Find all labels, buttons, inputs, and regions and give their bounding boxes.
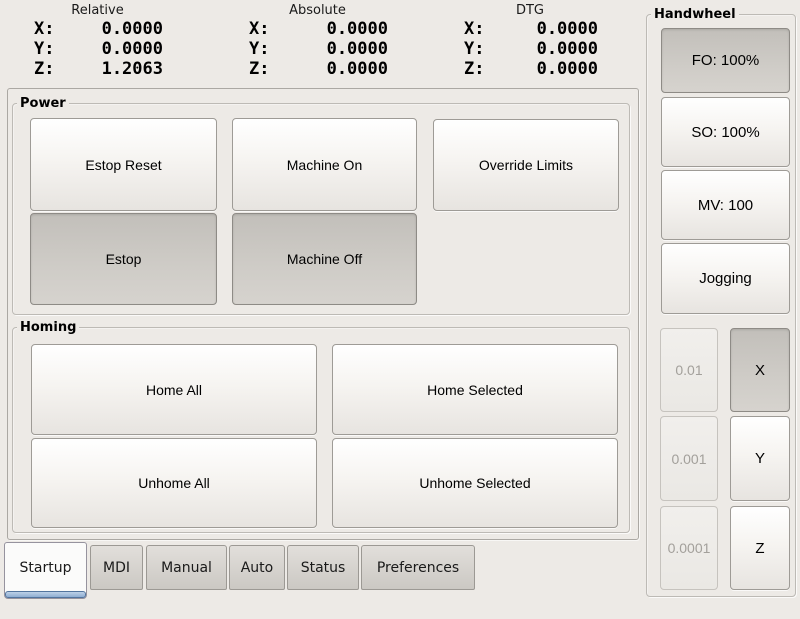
machine-off-button[interactable]: Machine Off	[232, 213, 417, 305]
axis-x-button[interactable]: X	[730, 328, 790, 412]
power-group-label: Power	[17, 95, 69, 112]
tab-startup-label: Startup	[19, 559, 72, 576]
dro-dtg-column: DTG X: 0.0000 Y: 0.0000 Z: 0.0000	[460, 2, 600, 79]
tab-manual[interactable]: Manual	[146, 545, 227, 590]
axis-label: X:	[464, 19, 485, 39]
axis-label: Z:	[34, 59, 55, 79]
axis-value: 0.0000	[536, 39, 598, 59]
axis-value: 0.0000	[101, 19, 163, 39]
axis-label: Z:	[249, 59, 270, 79]
axis-value: 0.0000	[326, 59, 388, 79]
tab-status-label: Status	[300, 559, 346, 576]
unhome-selected-button[interactable]: Unhome Selected	[332, 438, 618, 528]
unhome-all-button[interactable]: Unhome All	[31, 438, 317, 528]
axis-label: Z:	[464, 59, 485, 79]
tab-status[interactable]: Status	[287, 545, 359, 590]
dro-absolute-z-row: Z: 0.0000	[245, 59, 390, 79]
axis-value: 0.0000	[326, 39, 388, 59]
dro-absolute-x-row: X: 0.0000	[245, 19, 390, 39]
feed-override-button[interactable]: FO: 100%	[661, 28, 790, 93]
axis-label: Y:	[34, 39, 55, 59]
axis-value: 0.0000	[536, 19, 598, 39]
tab-mdi-label: MDI	[103, 559, 130, 576]
tab-auto-label: Auto	[240, 559, 274, 576]
homing-group-label: Homing	[17, 319, 80, 336]
dro-relative-y-row: Y: 0.0000	[30, 39, 165, 59]
axis-label: X:	[249, 19, 270, 39]
tab-auto[interactable]: Auto	[229, 545, 285, 590]
handwheel-group-label: Handwheel	[651, 6, 739, 23]
tab-startup[interactable]: Startup	[4, 542, 87, 599]
dro-relative-header: Relative	[71, 3, 124, 18]
increment-0-0001-button[interactable]: 0.0001	[660, 506, 718, 590]
machine-on-button[interactable]: Machine On	[232, 118, 417, 211]
axis-label: Y:	[464, 39, 485, 59]
axis-value: 0.0000	[326, 19, 388, 39]
dro-dtg-header: DTG	[515, 3, 545, 18]
jogging-button[interactable]: Jogging	[661, 243, 790, 314]
home-all-button[interactable]: Home All	[31, 344, 317, 435]
axis-y-button[interactable]: Y	[730, 416, 790, 501]
dro-relative-z-row: Z: 1.2063	[30, 59, 165, 79]
axis-value: 0.0000	[536, 59, 598, 79]
dro-dtg-x-row: X: 0.0000	[460, 19, 600, 39]
homing-group: Homing	[12, 319, 630, 533]
active-tab-indicator	[5, 591, 86, 598]
power-group: Power	[12, 95, 630, 315]
axis-value: 1.2063	[101, 59, 163, 79]
tab-preferences[interactable]: Preferences	[361, 545, 475, 590]
max-velocity-button[interactable]: MV: 100	[661, 170, 790, 240]
dro-relative-column: Relative X: 0.0000 Y: 0.0000 Z: 1.2063	[30, 2, 165, 79]
dro-relative-x-row: X: 0.0000	[30, 19, 165, 39]
home-selected-button[interactable]: Home Selected	[332, 344, 618, 435]
dro-absolute-column: Absolute X: 0.0000 Y: 0.0000 Z: 0.0000	[245, 2, 390, 79]
axis-z-button[interactable]: Z	[730, 506, 790, 590]
spindle-override-button[interactable]: SO: 100%	[661, 97, 790, 167]
dro-absolute-y-row: Y: 0.0000	[245, 39, 390, 59]
tab-preferences-label: Preferences	[376, 559, 460, 576]
axis-label: Y:	[249, 39, 270, 59]
axis-value: 0.0000	[101, 39, 163, 59]
dro-absolute-header: Absolute	[289, 3, 346, 18]
tab-mdi[interactable]: MDI	[90, 545, 143, 590]
increment-0-01-button[interactable]: 0.01	[660, 328, 718, 412]
tab-manual-label: Manual	[161, 559, 212, 576]
increment-0-001-button[interactable]: 0.001	[660, 416, 718, 501]
estop-button[interactable]: Estop	[30, 213, 217, 305]
handwheel-group: Handwheel	[646, 6, 796, 597]
estop-reset-button[interactable]: Estop Reset	[30, 118, 217, 211]
override-limits-button[interactable]: Override Limits	[433, 119, 619, 211]
axis-label: X:	[34, 19, 55, 39]
dro-dtg-y-row: Y: 0.0000	[460, 39, 600, 59]
dro-dtg-z-row: Z: 0.0000	[460, 59, 600, 79]
